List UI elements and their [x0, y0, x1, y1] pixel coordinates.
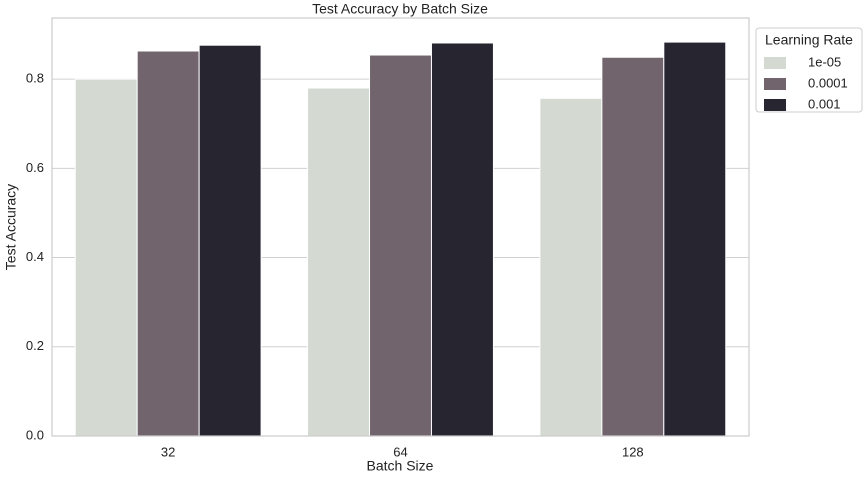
bar	[369, 54, 432, 437]
bar	[198, 44, 262, 437]
legend-title: Learning Rate	[765, 32, 853, 48]
legend-label: 1e-05	[808, 54, 841, 69]
y-tick-label: 0.2	[26, 338, 44, 353]
x-tick-label: 64	[393, 444, 407, 459]
legend-label: 0.0001	[808, 75, 848, 90]
legend-swatch	[764, 99, 786, 111]
bar	[663, 41, 727, 437]
x-axis-label: Batch Size	[367, 458, 434, 474]
bar	[136, 50, 200, 437]
y-tick-label: 0.4	[26, 249, 44, 264]
bar	[539, 97, 603, 437]
bar	[307, 87, 371, 437]
bar	[74, 78, 138, 437]
legend-swatch	[764, 57, 786, 69]
legend-box	[755, 27, 863, 113]
bar	[430, 42, 494, 437]
bar	[601, 56, 665, 437]
y-tick-label: 0.8	[26, 71, 44, 86]
plot-frame	[51, 17, 750, 437]
legend-label: 0.001	[808, 96, 841, 111]
x-tick-label: 32	[161, 444, 175, 459]
x-tick-label: 128	[622, 444, 644, 459]
y-tick-label: 0.6	[26, 160, 44, 175]
chart-title: Test Accuracy by Batch Size	[312, 1, 488, 17]
legend-swatch	[764, 78, 786, 90]
y-tick-label: 0.0	[26, 427, 44, 442]
y-axis-label: Test Accuracy	[3, 184, 19, 270]
